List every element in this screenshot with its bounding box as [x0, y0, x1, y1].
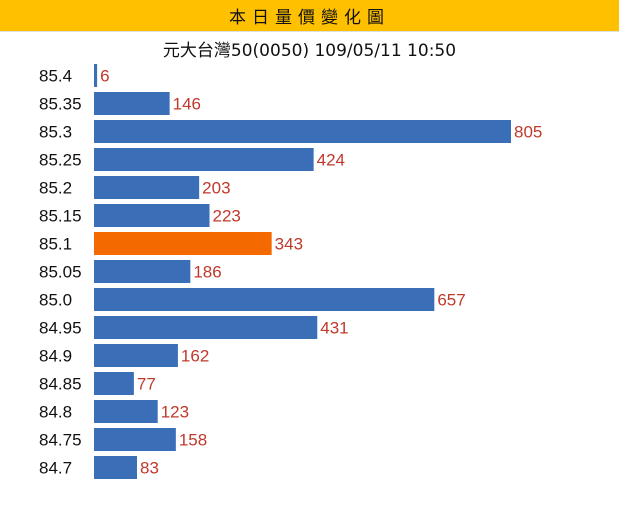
bar	[94, 260, 191, 283]
category-label: 85.25	[39, 151, 82, 170]
value-label: 162	[181, 347, 209, 366]
category-label: 84.95	[39, 319, 82, 338]
category-label: 84.9	[39, 347, 72, 366]
value-label: 424	[317, 151, 345, 170]
category-label: 85.1	[39, 235, 72, 254]
value-label: 343	[275, 235, 303, 254]
bar	[94, 316, 318, 339]
value-label: 203	[202, 179, 230, 198]
value-label: 223	[213, 207, 241, 226]
bar	[94, 288, 435, 311]
category-label: 84.7	[39, 459, 72, 478]
chart-subtitle: 元大台灣50(0050) 109/05/11 10:50	[162, 41, 457, 61]
value-label: 77	[137, 375, 156, 394]
value-label: 805	[514, 123, 542, 142]
category-label: 85.05	[39, 263, 82, 282]
bar	[94, 92, 170, 115]
bar	[94, 400, 158, 423]
bar	[94, 176, 200, 199]
category-label: 84.8	[39, 403, 72, 422]
category-label: 84.75	[39, 431, 82, 450]
value-label: 146	[173, 95, 201, 114]
category-label: 85.3	[39, 123, 72, 142]
bar	[94, 344, 178, 367]
bar	[94, 428, 176, 451]
category-label: 85.15	[39, 207, 82, 226]
chart-title: 本日量價變化圖	[229, 8, 390, 28]
value-label: 431	[320, 319, 348, 338]
bar	[94, 372, 134, 395]
bar	[94, 456, 137, 479]
bar	[94, 64, 98, 87]
value-label: 123	[161, 403, 189, 422]
value-label: 6	[100, 67, 109, 86]
category-label: 85.0	[39, 291, 72, 310]
category-label: 85.2	[39, 179, 72, 198]
category-label: 85.4	[39, 67, 72, 86]
category-label: 85.35	[39, 95, 82, 114]
value-label: 158	[179, 431, 207, 450]
category-label: 84.85	[39, 375, 82, 394]
bar-highlight	[94, 232, 272, 255]
bar	[94, 120, 511, 143]
value-label: 83	[140, 459, 159, 478]
bar	[94, 204, 210, 227]
chart-title-banner: 本日量價變化圖	[0, 0, 619, 32]
bar	[94, 148, 314, 171]
value-label: 657	[437, 291, 465, 310]
value-label: 186	[193, 263, 221, 282]
